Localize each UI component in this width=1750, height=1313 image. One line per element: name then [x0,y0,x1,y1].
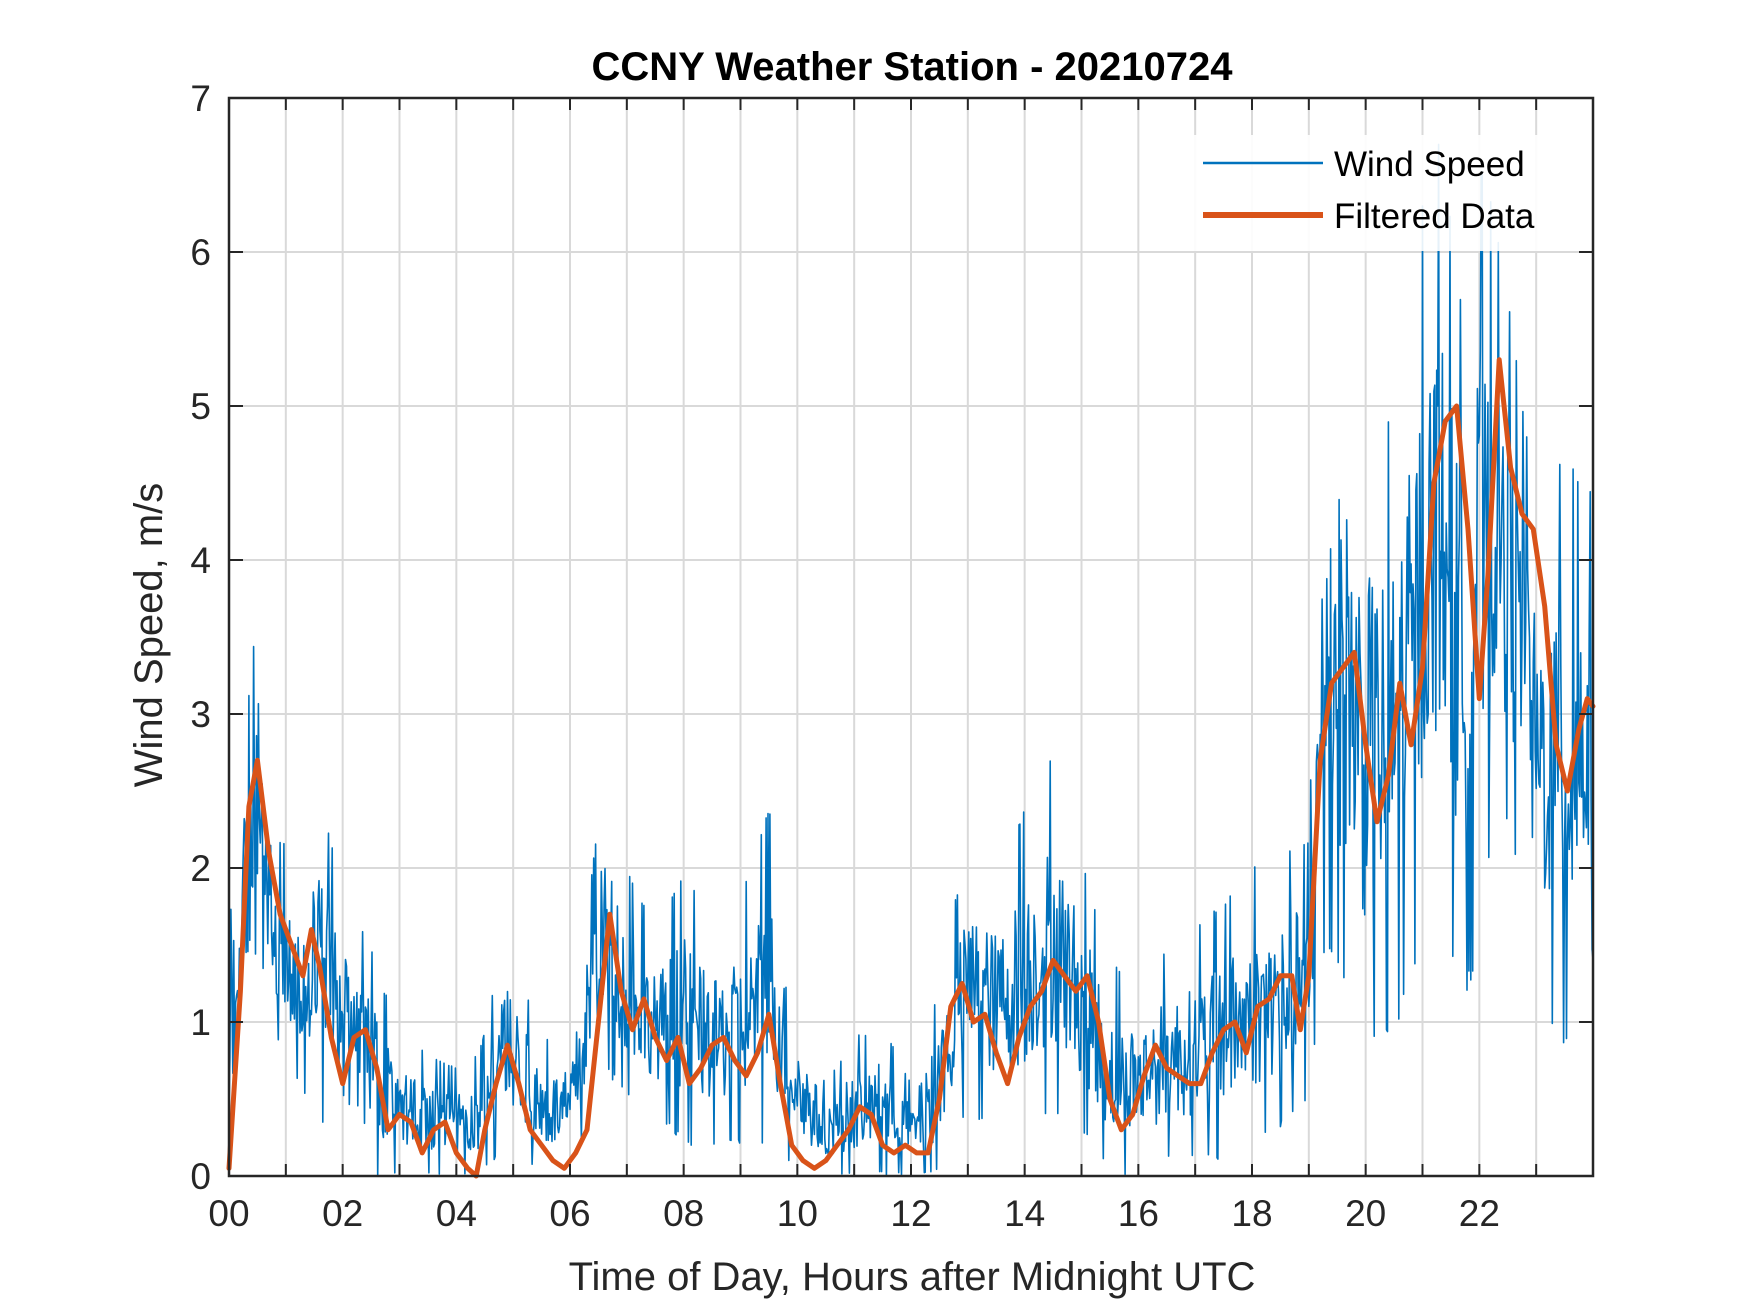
series-filtered-data-line [226,357,1596,1179]
y-tick-label: 7 [190,78,211,119]
legend-background [1185,135,1585,251]
y-tick-label: 3 [190,694,211,735]
x-tick-label: 22 [1459,1193,1500,1234]
y-tick-label: 0 [190,1156,211,1197]
x-tick-label: 16 [1118,1193,1159,1234]
y-tick-label: 1 [190,1002,211,1043]
x-axis-label: Time of Day, Hours after Midnight UTC [569,1255,1256,1299]
x-tick-label: 10 [777,1193,818,1234]
chart-title: CCNY Weather Station - 20210724 [592,45,1234,89]
legend: Wind Speed Filtered Data [1185,135,1585,251]
axes-frame [227,96,1595,1178]
legend-label-wind-speed: Wind Speed [1334,145,1525,184]
y-tick-label: 6 [190,232,211,273]
y-tick-label: 5 [190,386,211,427]
x-tick-label: 04 [436,1193,477,1234]
x-tick-label: 02 [322,1193,363,1234]
x-tick-label: 18 [1231,1193,1272,1234]
x-tick-label: 06 [549,1193,590,1234]
x-tick-label: 08 [663,1193,704,1234]
y-axis-label: Wind Speed, m/s [127,483,171,788]
x-tick-label: 14 [1004,1193,1045,1234]
legend-label-filtered-data: Filtered Data [1334,197,1535,236]
x-tick-label: 12 [890,1193,931,1234]
y-tick-label: 4 [190,540,211,581]
plot-area [226,143,1596,1179]
x-tick-label: 20 [1345,1193,1386,1234]
y-tick-label: 2 [190,848,211,889]
x-tick-label: 00 [208,1193,249,1234]
